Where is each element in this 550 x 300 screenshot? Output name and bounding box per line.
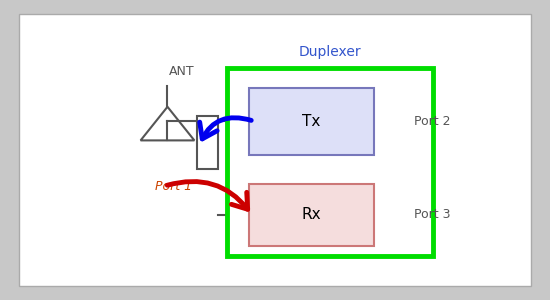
- Text: Port 2: Port 2: [414, 115, 450, 128]
- FancyBboxPatch shape: [249, 88, 374, 155]
- Text: ANT: ANT: [169, 65, 195, 78]
- FancyBboxPatch shape: [19, 14, 531, 286]
- FancyArrowPatch shape: [167, 182, 248, 209]
- FancyBboxPatch shape: [249, 184, 374, 246]
- FancyArrowPatch shape: [200, 118, 251, 139]
- FancyBboxPatch shape: [227, 68, 433, 256]
- Text: Duplexer: Duplexer: [299, 45, 361, 59]
- Text: Port 1: Port 1: [155, 179, 192, 193]
- Text: Rx: Rx: [301, 207, 321, 222]
- FancyBboxPatch shape: [197, 116, 218, 169]
- Text: Port 3: Port 3: [414, 208, 450, 221]
- Text: Tx: Tx: [302, 114, 321, 129]
